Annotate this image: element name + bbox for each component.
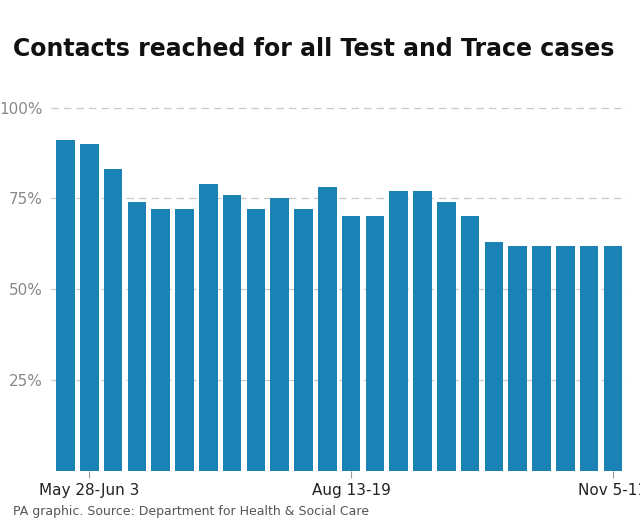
Bar [413, 191, 432, 471]
Bar [223, 195, 241, 471]
Bar [56, 140, 75, 471]
Bar [318, 187, 337, 471]
Bar [532, 245, 551, 471]
Bar [199, 184, 218, 471]
Text: PA graphic. Source: Department for Health & Social Care: PA graphic. Source: Department for Healt… [13, 505, 369, 518]
Bar [152, 209, 170, 471]
Bar [437, 202, 456, 471]
Bar [80, 144, 99, 471]
Bar [342, 217, 360, 471]
Bar [175, 209, 194, 471]
Bar [580, 245, 598, 471]
Bar [104, 169, 122, 471]
Bar [556, 245, 575, 471]
Bar [508, 245, 527, 471]
Text: Contacts reached for all Test and Trace cases: Contacts reached for all Test and Trace … [13, 37, 614, 61]
Bar [484, 242, 503, 471]
Bar [271, 198, 289, 471]
Bar [294, 209, 313, 471]
Bar [246, 209, 265, 471]
Bar [461, 217, 479, 471]
Bar [127, 202, 146, 471]
Bar [365, 217, 384, 471]
Bar [604, 245, 622, 471]
Bar [389, 191, 408, 471]
